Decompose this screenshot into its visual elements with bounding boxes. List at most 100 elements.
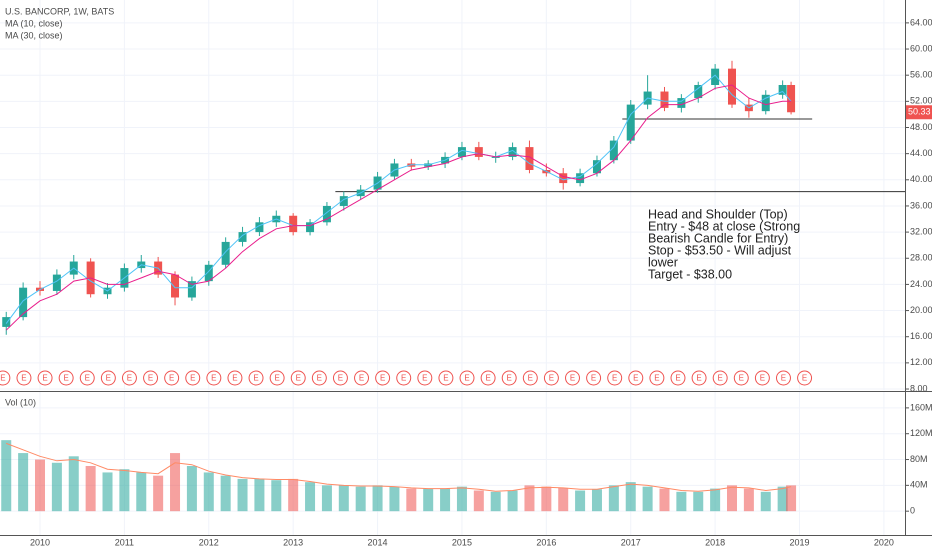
volume-bar: [355, 486, 366, 512]
earnings-label: E: [633, 374, 638, 383]
y-tick-label: 44.00: [910, 148, 932, 158]
earnings-label: E: [296, 374, 301, 383]
earnings-marker: [248, 370, 264, 386]
volume-bar: [389, 486, 400, 512]
volume-title: Vol (10): [5, 397, 36, 407]
candle-body: [761, 94, 770, 112]
volume-bar: [777, 486, 788, 512]
x-tick-label: 2018: [705, 537, 725, 547]
candle-body: [255, 222, 264, 233]
earnings-marker: [543, 370, 559, 386]
earnings-label: E: [0, 374, 5, 383]
earnings-label: E: [42, 374, 47, 383]
earnings-marker: [607, 370, 623, 386]
volume-bar: [473, 490, 484, 512]
earnings-marker: [206, 370, 222, 386]
earnings-marker: [311, 370, 327, 386]
y-tick-label: 36.00: [910, 200, 932, 210]
volume-bar: [136, 472, 147, 512]
volume-bar: [237, 478, 248, 512]
candle-body: [711, 68, 720, 85]
earnings-marker: [100, 370, 116, 386]
x-tick-label: 2014: [368, 537, 388, 547]
candle-body: [457, 147, 466, 157]
earnings-label: E: [422, 374, 427, 383]
earnings-marker: [396, 370, 412, 386]
earnings-label: E: [612, 374, 617, 383]
volume-bar: [35, 459, 46, 512]
volume-bar: [743, 488, 754, 512]
earnings-marker: [459, 370, 475, 386]
candle-body: [660, 91, 669, 108]
volume-bar: [786, 485, 797, 512]
candle-body: [626, 104, 635, 141]
volume-tick-label: 0: [910, 506, 915, 516]
earnings-label: E: [169, 374, 174, 383]
earnings-label: E: [190, 374, 195, 383]
earnings-label: E: [443, 374, 448, 383]
candle-body: [204, 264, 213, 282]
earnings-marker: [164, 370, 180, 386]
earnings-marker: [522, 370, 538, 386]
candle-body: [187, 281, 196, 298]
volume-bar: [760, 491, 771, 512]
earnings-marker: [332, 370, 348, 386]
x-tick-label: 2013: [283, 537, 303, 547]
annotation-line: Target - $38.00: [648, 267, 732, 281]
candle-body: [19, 287, 28, 318]
candle-body: [491, 156, 500, 158]
y-tick-label: 32.00: [910, 226, 932, 236]
earnings-label: E: [654, 374, 659, 383]
earnings-label: E: [781, 374, 786, 383]
candle-body: [171, 274, 180, 298]
volume-bar: [524, 485, 535, 512]
x-tick-label: 2017: [621, 537, 641, 547]
y-tick-label: 40.00: [910, 174, 932, 184]
earnings-label: E: [317, 374, 322, 383]
volume-bar: [153, 475, 164, 512]
candle-body: [322, 205, 331, 223]
earnings-marker: [0, 370, 11, 386]
earnings-marker: [670, 370, 686, 386]
earnings-marker: [375, 370, 391, 386]
volume-tick-label: 120M: [910, 428, 932, 438]
last-price-box: [906, 105, 932, 120]
candle-body: [474, 147, 483, 157]
volume-bar: [102, 472, 113, 512]
volume-bar: [676, 491, 687, 512]
annotation-line: Bearish Candle for Entry): [648, 231, 788, 245]
x-tick-label: 2010: [30, 537, 50, 547]
earnings-marker: [58, 370, 74, 386]
volume-bar: [220, 475, 231, 512]
volume-bar: [642, 486, 653, 512]
volume-bar: [288, 478, 299, 512]
earnings-label: E: [464, 374, 469, 383]
volume-bar: [490, 491, 501, 512]
earnings-label: E: [106, 374, 111, 383]
last-price-label: 50.33: [908, 107, 931, 117]
volume-bar: [254, 478, 265, 512]
x-tick-label: 2011: [115, 537, 134, 547]
volume-bar: [203, 472, 214, 512]
earnings-marker: [797, 370, 813, 386]
y-tick-label: 52.00: [910, 96, 932, 106]
y-tick-label: 60.00: [910, 43, 932, 53]
volume-bar: [85, 465, 96, 512]
candle-body: [306, 222, 315, 233]
y-tick-label: 8.00: [910, 383, 928, 393]
earnings-marker: [16, 370, 32, 386]
earnings-label: E: [359, 374, 364, 383]
earnings-marker: [290, 370, 306, 386]
volume-bar: [608, 485, 619, 512]
candle-body: [221, 241, 230, 265]
volume-bar: [186, 465, 197, 512]
earnings-label: E: [570, 374, 575, 383]
volume-tick-label: 160M: [910, 402, 932, 412]
earnings-marker: [775, 370, 791, 386]
volume-bar: [271, 480, 282, 512]
x-tick-label: 2012: [199, 537, 219, 547]
volume-bar: [507, 490, 518, 512]
earnings-marker: [733, 370, 749, 386]
annotation-line: lower: [648, 255, 678, 269]
y-tick-label: 16.00: [910, 331, 932, 341]
